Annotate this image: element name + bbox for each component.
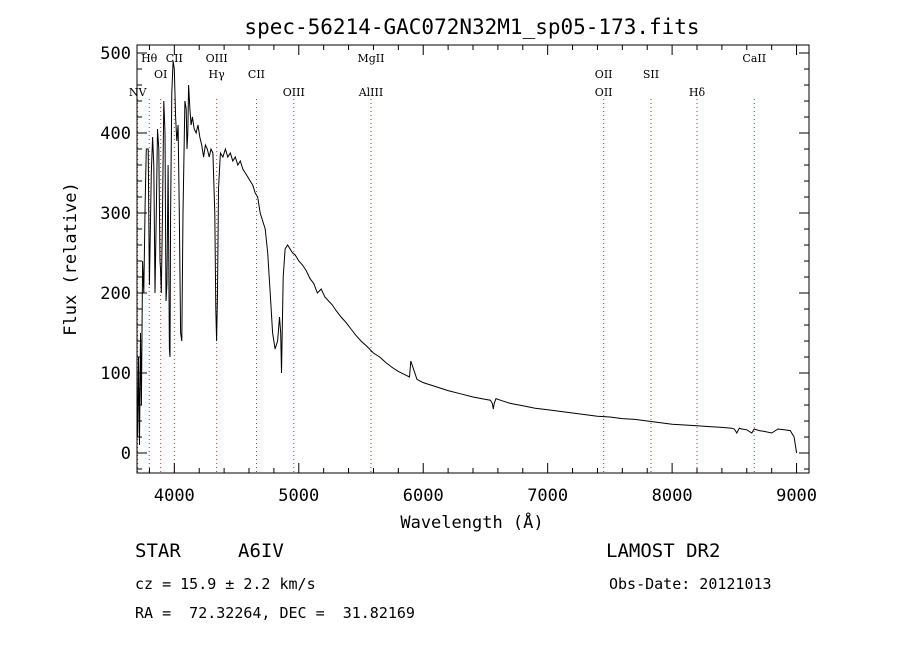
x-tick-label: 7000 bbox=[527, 486, 568, 506]
object-type: STAR bbox=[135, 540, 181, 562]
line-markers: NV Hθ OI CII OIII Hγ CII OIII MgII AlIII OII OII SII… bbox=[129, 52, 766, 473]
line-marker-label: NV bbox=[129, 86, 148, 99]
x-tick-label: 4000 bbox=[154, 486, 195, 506]
spectrum-line bbox=[137, 60, 798, 454]
x-axis-label: Wavelength (Å) bbox=[400, 511, 543, 533]
spectral-subclass: A6IV bbox=[238, 540, 284, 562]
line-marker-label: CaII bbox=[742, 52, 766, 65]
line-marker-label: Hδ bbox=[689, 86, 706, 99]
line-marker-label: MgII bbox=[357, 52, 384, 65]
redshift-cz: cz = 15.9 ± 2.2 km/s bbox=[135, 575, 316, 593]
y-tick-label: 400 bbox=[100, 124, 131, 144]
chart-title: spec-56214-GAC072N32M1_sp05-173.fits bbox=[244, 15, 699, 39]
line-marker-label: OII bbox=[595, 68, 613, 81]
x-tick-label: 5000 bbox=[278, 486, 319, 506]
observation-date: Obs-Date: 20121013 bbox=[609, 575, 772, 593]
y-axis: 0 100 200 300 400 500 bbox=[100, 44, 809, 470]
line-marker-label: AlIII bbox=[358, 86, 384, 99]
line-marker-label: CII bbox=[166, 52, 183, 65]
line-marker-label: OI bbox=[154, 68, 167, 81]
coordinates: RA = 72.32264, DEC = 31.82169 bbox=[135, 604, 415, 622]
x-tick-label: 6000 bbox=[403, 486, 444, 506]
line-marker-label: Hθ bbox=[141, 52, 158, 65]
plot-frame bbox=[136, 44, 810, 474]
x-tick-label: 9000 bbox=[776, 486, 817, 506]
line-marker-label: SII bbox=[643, 68, 659, 81]
y-tick-label: 300 bbox=[100, 204, 131, 224]
y-axis-label: Flux (relative) bbox=[61, 182, 81, 336]
y-tick-label: 200 bbox=[100, 284, 131, 304]
x-axis: 4000 5000 6000 7000 8000 9000 bbox=[148, 45, 817, 506]
line-marker-label: OIII bbox=[206, 52, 228, 65]
survey-name: LAMOST DR2 bbox=[606, 540, 721, 562]
y-tick-label: 0 bbox=[121, 444, 131, 464]
line-marker-label: OII bbox=[595, 86, 613, 99]
y-tick-label: 500 bbox=[100, 44, 131, 64]
y-tick-label: 100 bbox=[100, 364, 131, 384]
line-marker-label: OIII bbox=[283, 86, 305, 99]
x-tick-label: 8000 bbox=[652, 486, 693, 506]
line-marker-label: Hγ bbox=[209, 68, 226, 81]
line-marker-label: CII bbox=[248, 68, 265, 81]
